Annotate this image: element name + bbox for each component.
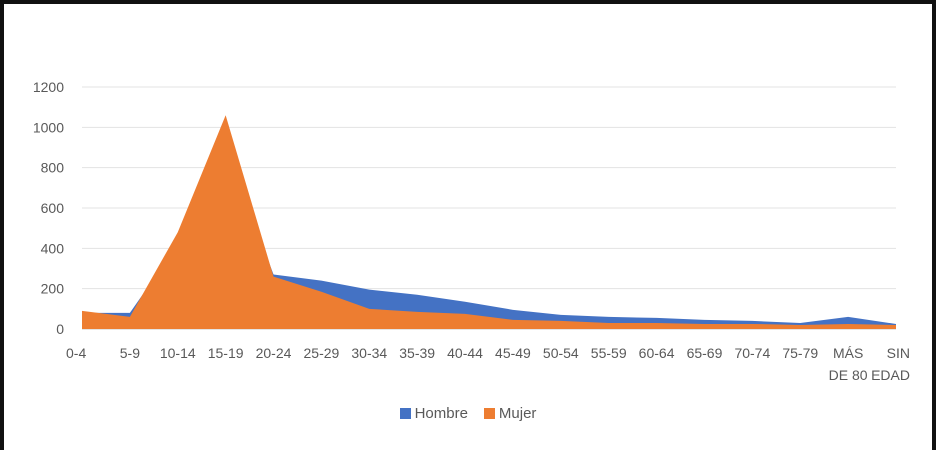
x-tick-label: 40-44 (447, 345, 483, 361)
legend-item-mujer: Mujer (483, 405, 537, 422)
legend: Hombre Mujer (0, 405, 936, 422)
y-tick-label: 400 (41, 240, 65, 256)
x-tick-label: 45-49 (495, 345, 531, 361)
y-tick-label: 0 (56, 321, 64, 337)
series-areas (82, 115, 896, 329)
x-tick-label: 55-59 (591, 345, 627, 361)
x-tick-label: 50-54 (543, 345, 579, 361)
y-tick-label: 1200 (33, 79, 64, 95)
legend-label-mujer: Mujer (498, 405, 537, 422)
legend-item-hombre: Hombre (399, 405, 468, 422)
x-tick-label: 25-29 (304, 345, 340, 361)
x-tick-label: 70-74 (734, 345, 770, 361)
x-tick-label: 5-9 (120, 345, 140, 361)
x-tick-label: 10-14 (160, 345, 196, 361)
legend-swatch-mujer (483, 408, 495, 419)
area-mujer (82, 115, 896, 329)
x-tick-label: 35-39 (399, 345, 435, 361)
x-tick-label: 20-24 (256, 345, 292, 361)
legend-label-hombre: Hombre (414, 405, 468, 422)
y-tick-label: 1000 (33, 119, 64, 135)
y-tick-label: 800 (41, 160, 65, 176)
legend-swatch-hombre (399, 408, 411, 419)
x-tick-label: 60-64 (639, 345, 675, 361)
x-tick-label: 15-19 (208, 345, 244, 361)
y-tick-label: 600 (41, 200, 65, 216)
x-tick-label: 75-79 (782, 345, 818, 361)
x-tick-label: SIN EDAD (871, 345, 910, 383)
x-tick-label: 0-4 (66, 345, 86, 361)
x-tick-label: 30-34 (351, 345, 387, 361)
x-tick-label: 65-69 (687, 345, 723, 361)
x-axis-ticks: 0-4 5-9 10-14 15-19 20-24 25-29 30-34 35-39 40-4… (66, 345, 910, 383)
y-tick-label: 200 (41, 281, 65, 297)
y-axis-ticks: 0 200 400 600 800 1000 1200 (33, 79, 64, 337)
x-tick-label: MÁS DE 80 (829, 345, 868, 383)
